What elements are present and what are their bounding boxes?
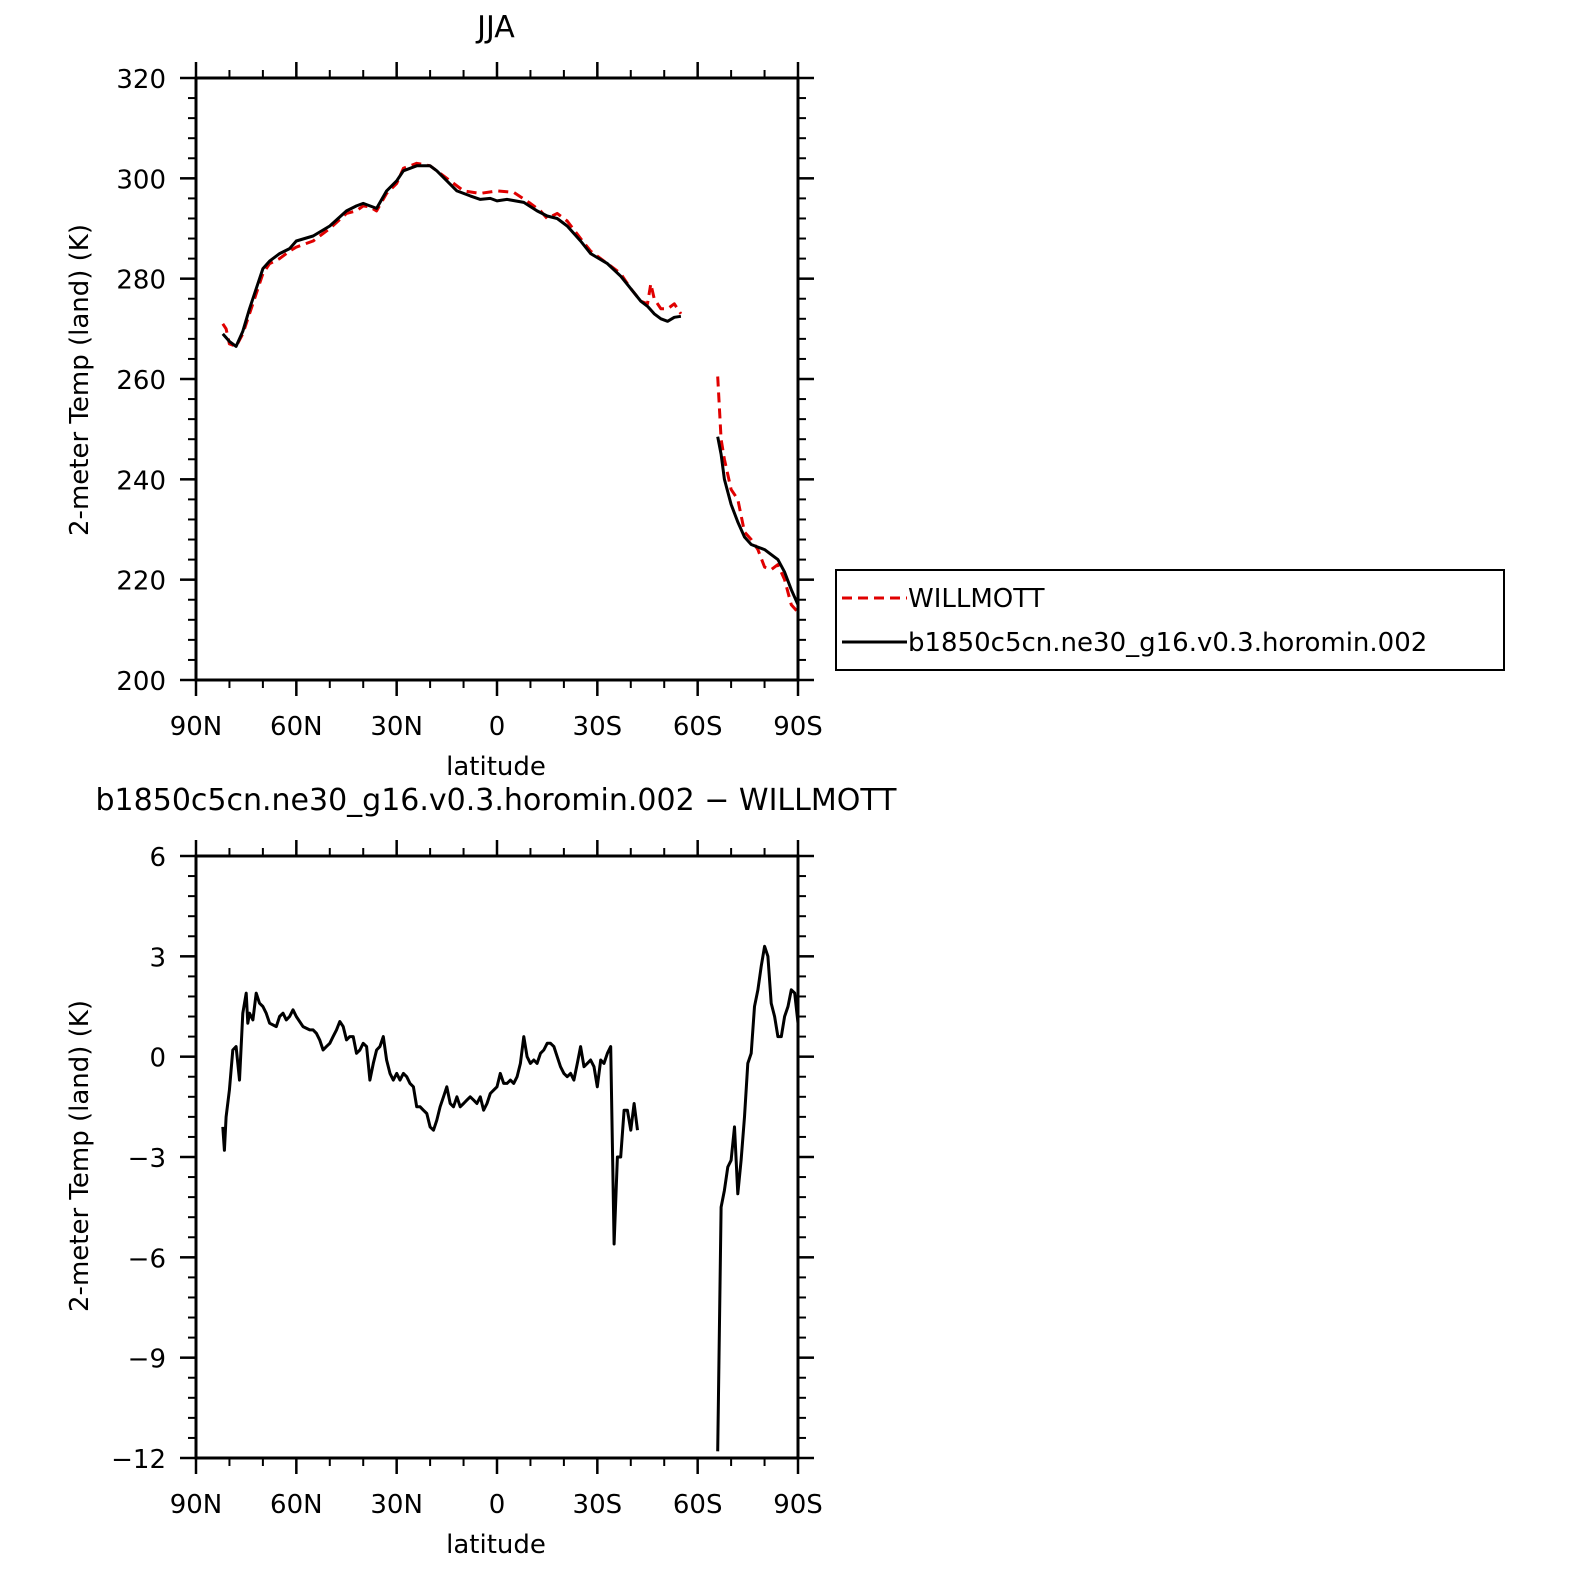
x-tick-label: 60N [270,1490,323,1520]
x-tick-label: 90N [170,1490,223,1520]
legend-label-willmott: WILLMOTT [908,584,1045,614]
bottom-panel-title: b1850c5cn.ne30_g16.v0.3.horomin.002 − WI… [96,783,898,818]
x-tick-label: 90S [773,712,823,742]
series-line-b1850c5cn-ne30-g16-v0-3-horomin-002-segment-0 [221,164,682,348]
y-tick-label: −12 [111,1445,166,1475]
y-tick-label: −6 [128,1244,166,1274]
series-line-willmott-segment-0 [221,161,683,348]
top-panel: JJA 90N 60N 30N 0 30S 60S 90S 200 220 240 260 280 30… [65,10,823,782]
x-tick-label: 0 [489,1490,506,1520]
top-panel-frame [194,76,800,682]
bottom-panel-xlabel: latitude [446,1530,546,1560]
y-tick-label: 200 [116,667,166,697]
legend-label-model: b1850c5cn.ne30_g16.v0.3.horomin.002 [908,628,1427,658]
y-tick-label: 280 [116,266,166,296]
legend-box [835,569,1505,671]
x-tick-label: 30N [370,712,423,742]
series-line-b1850c5cn-ne30-g16-v0-3-horomin-002-segment-1 [716,436,800,606]
bottom-panel-ticks: 90N 60N 30N 0 30S 60S 90S −12 −9 −6 −3 0 3 6 [111,840,823,1520]
bottom-panel-frame [194,854,800,1460]
y-tick-label: 3 [149,943,166,973]
x-tick-label: 90N [170,712,223,742]
y-tick-label: 220 [116,567,166,597]
series-line-difference-segment-0 [221,991,639,1246]
x-tick-label: 30N [370,1490,423,1520]
x-tick-label: 90S [773,1490,823,1520]
y-tick-label: 320 [116,65,166,95]
bottom-panel: b1850c5cn.ne30_g16.v0.3.horomin.002 − WI… [65,783,897,1560]
x-tick-label: 0 [489,712,506,742]
y-tick-label: 0 [149,1044,166,1074]
top-panel-title: JJA [475,10,515,45]
legend: WILLMOTT b1850c5cn.ne30_g16.v0.3.horomin… [835,569,1505,671]
top-panel-series [221,161,800,614]
y-tick-label: 6 [149,843,166,873]
series-line-willmott-segment-1 [716,376,800,614]
series-line-difference-segment-1 [716,944,800,1452]
x-tick-label: 60S [673,1490,723,1520]
top-panel-ticks: 90N 60N 30N 0 30S 60S 90S 200 220 240 260 280 300 320 [116,62,823,742]
y-tick-label: −9 [128,1345,166,1375]
bottom-panel-ylabel: 2-meter Temp (land) (K) [65,1000,95,1312]
top-panel-ylabel: 2-meter Temp (land) (K) [65,224,95,536]
y-tick-label: 260 [116,366,166,396]
bottom-panel-series [221,944,800,1452]
y-tick-label: 300 [116,165,166,195]
y-tick-label: 240 [116,466,166,496]
y-tick-label: −3 [128,1144,166,1174]
x-tick-label: 30S [573,712,623,742]
x-tick-label: 60N [270,712,323,742]
top-panel-xlabel: latitude [446,752,546,782]
x-tick-label: 60S [673,712,723,742]
x-tick-label: 30S [573,1490,623,1520]
